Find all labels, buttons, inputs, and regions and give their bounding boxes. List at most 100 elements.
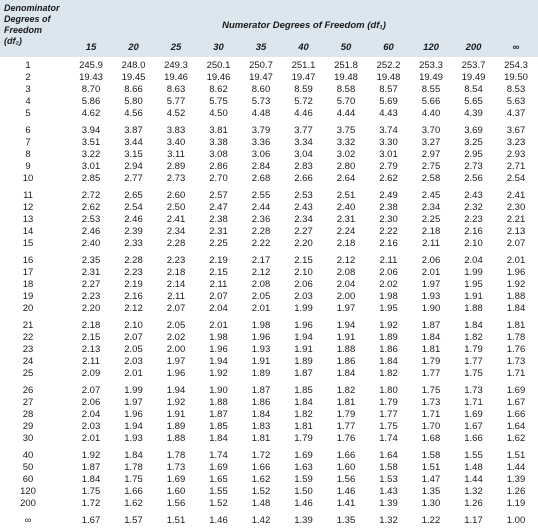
cell: 2.17	[251, 255, 271, 266]
cell: 1.72	[81, 498, 101, 509]
cell: 1.39	[379, 498, 398, 509]
cell: 1.93	[421, 291, 441, 302]
cell: 1.91	[464, 291, 483, 302]
cell: 1.75	[379, 421, 398, 432]
cell: 3.01	[379, 149, 398, 160]
cell: 2.44	[251, 202, 271, 213]
row-label: ∞	[24, 515, 32, 526]
cell: 4.50	[209, 108, 228, 119]
cell: 2.46	[81, 226, 101, 237]
cell: 2.66	[294, 173, 313, 184]
cell: 1.67	[81, 515, 101, 526]
cell: 253.3	[419, 60, 443, 71]
cell: 1.71	[421, 409, 441, 420]
cell: 2.00	[336, 291, 356, 302]
cell: 2.39	[124, 226, 143, 237]
cell: 2.54	[506, 173, 526, 184]
cell: 1.68	[421, 433, 441, 444]
cell: 2.46	[124, 214, 143, 225]
cell: 2.35	[81, 255, 101, 266]
column-header: 35	[255, 42, 267, 53]
cell: 2.19	[124, 279, 143, 290]
row-label: 9	[25, 161, 31, 172]
cell: 8.60	[251, 84, 271, 95]
cell: 3.77	[294, 125, 313, 136]
cell: 19.47	[249, 72, 273, 83]
cell: 2.60	[166, 190, 186, 201]
cell: 1.48	[251, 498, 271, 509]
cell: 2.28	[166, 238, 186, 249]
column-header: 20	[128, 42, 139, 53]
cell: 2.40	[336, 202, 356, 213]
cell: 5.75	[209, 96, 228, 107]
cell: 2.83	[294, 161, 313, 172]
cell: 3.36	[251, 137, 271, 148]
cell: 1.86	[336, 356, 356, 367]
cell: 1.81	[251, 433, 271, 444]
cell: 1.92	[379, 320, 398, 331]
cell: 1.96	[251, 332, 271, 343]
cell: 2.02	[379, 279, 398, 290]
cell: 1.66	[464, 433, 483, 444]
cell: 2.22	[379, 226, 398, 237]
cell: 3.06	[251, 149, 271, 160]
cell: 2.06	[379, 267, 398, 278]
row-label: 12	[22, 202, 34, 213]
cell: 1.51	[166, 515, 186, 526]
cell: 2.93	[506, 149, 526, 160]
cell: 1.89	[251, 368, 271, 379]
cell: 2.04	[464, 255, 483, 266]
cell: 2.71	[506, 161, 526, 172]
cell: 1.79	[421, 356, 441, 367]
cell: 2.05	[251, 291, 271, 302]
cell: 2.20	[294, 238, 313, 249]
cell: 1.87	[209, 409, 228, 420]
cell: 2.53	[294, 190, 313, 201]
cell: 1.92	[506, 279, 526, 290]
cell: 5.86	[81, 96, 101, 107]
cell: 4.46	[294, 108, 313, 119]
cell: 250.1	[206, 60, 231, 71]
cell: 1.96	[124, 409, 143, 420]
cell: 1.59	[294, 474, 313, 485]
cell: 1.82	[464, 332, 483, 343]
cell: 253.7	[461, 60, 486, 71]
cell: 3.51	[81, 137, 101, 148]
cell: 1.35	[421, 486, 441, 497]
cell: 2.01	[251, 303, 271, 314]
cell: 2.41	[166, 214, 186, 225]
cell: 2.64	[336, 173, 356, 184]
cell: 2.11	[82, 356, 100, 367]
cell: 3.23	[506, 137, 526, 148]
cell: 2.36	[251, 214, 271, 225]
cell: 2.01	[81, 433, 101, 444]
cell: 3.74	[379, 125, 398, 136]
row-label: 1	[25, 60, 31, 71]
cell: 1.66	[251, 462, 271, 473]
cell: 2.28	[251, 226, 271, 237]
cell: 3.30	[379, 137, 398, 148]
cell: 1.82	[294, 409, 313, 420]
row-label: 10	[22, 173, 34, 184]
cell: 1.63	[294, 462, 313, 473]
column-header: 15	[85, 42, 97, 53]
row-label: 18	[22, 279, 34, 290]
cell: 1.84	[81, 474, 101, 485]
cell: 1.69	[294, 450, 313, 461]
cell: 2.12	[251, 267, 271, 278]
cell: 1.94	[336, 320, 356, 331]
cell: 3.44	[124, 137, 143, 148]
cell: 2.05	[124, 344, 143, 355]
cell: 2.06	[294, 279, 313, 290]
cell: 1.91	[166, 409, 186, 420]
cell: 2.05	[166, 320, 186, 331]
cell: 1.79	[294, 433, 313, 444]
cell: 1.62	[124, 498, 143, 509]
cell: 2.03	[124, 356, 143, 367]
cell: 1.77	[379, 409, 398, 420]
cell: 1.35	[336, 515, 356, 526]
cell: 2.97	[421, 149, 441, 160]
row-label: 2	[25, 72, 31, 83]
cell: 2.89	[166, 161, 186, 172]
cell: 3.32	[336, 137, 356, 148]
